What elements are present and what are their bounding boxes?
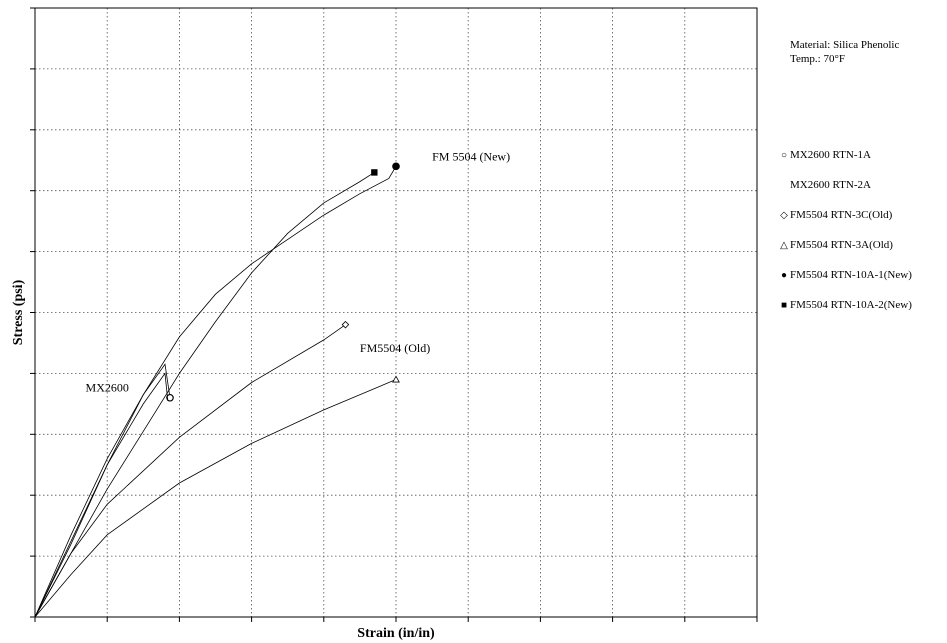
- series-line-2: [34, 372, 169, 618]
- legend-marker-circle-open: ○: [780, 150, 788, 161]
- series-line-3: [34, 324, 346, 618]
- legend-item: ■ FM5504 RTN-10A-2(New): [778, 298, 912, 312]
- series-marker-3: [341, 320, 350, 329]
- annotation-2: FM5504 (Old): [360, 341, 430, 355]
- series-marker-4: [392, 375, 400, 383]
- legend-marker-diamond-open: ◇: [780, 210, 788, 221]
- series-marker-5: [392, 162, 400, 171]
- legend-item: ● FM5504 RTN-10A-1(New): [778, 268, 912, 282]
- legend-marker-triangle-open: △: [780, 240, 788, 251]
- legend-label: FM5504 RTN-10A-2(New): [790, 299, 912, 311]
- legend-item: △ FM5504 RTN-3A(Old): [778, 238, 893, 252]
- x-axis-title: Strain (in/in): [357, 626, 435, 641]
- legend-label: FM5504 RTN-3A(Old): [790, 239, 893, 251]
- y-axis-title: Stress (psi): [11, 279, 26, 345]
- legend-marker-circle-filled: ●: [780, 270, 788, 281]
- series-line-6: [34, 172, 375, 618]
- series-marker-6: [371, 169, 378, 176]
- series-line-5: [34, 166, 397, 618]
- series-marker-1: [166, 393, 174, 402]
- legend-item: ○ MX2600 RTN-1A: [778, 148, 871, 162]
- legend-label: FM5504 RTN-3C(Old): [790, 209, 893, 221]
- series-line-1: [34, 363, 171, 618]
- material-note: Material: Silica Phenolic Temp.: 70°F: [790, 38, 899, 66]
- material-label: Material: Silica Phenolic: [790, 39, 900, 51]
- legend-item: ◇ FM5504 RTN-3C(Old): [778, 208, 892, 222]
- annotation-1: MX2600: [86, 381, 129, 395]
- legend-label: MX2600 RTN-1A: [790, 149, 871, 161]
- series-line-4: [34, 379, 397, 618]
- legend-item: MX2600 RTN-2A: [778, 178, 871, 192]
- legend-marker-square-filled: ■: [780, 300, 788, 311]
- legend-label: FM5504 RTN-10A-1(New): [790, 269, 912, 281]
- annotation-3: FM 5504 (New): [432, 149, 510, 163]
- legend-label: MX2600 RTN-2A: [790, 179, 871, 191]
- temperature-label: Temp.: 70°F: [790, 53, 845, 65]
